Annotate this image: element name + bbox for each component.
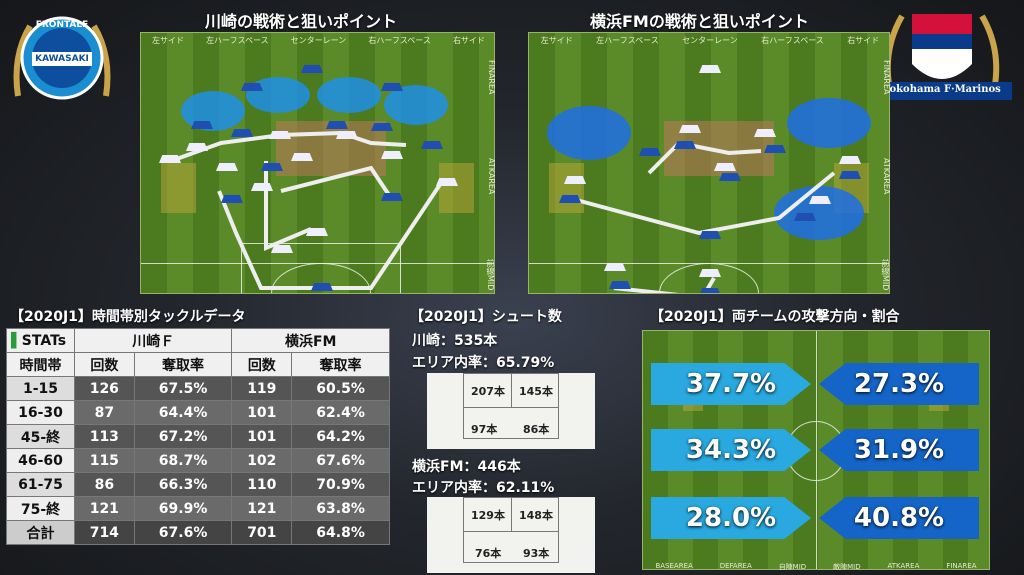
yokohama-attack-arrow-left-side: 27.3% (819, 363, 979, 405)
kawasaki-attack-arrow-right-side: 28.0% (651, 497, 811, 539)
stats-label: ▌STATs (6, 328, 75, 353)
col-count-header: 回数 (74, 352, 135, 377)
kawasaki-attack-arrow-left-side: 37.7% (651, 363, 811, 405)
yokohama-attack-arrow-right-side: 40.8% (819, 497, 979, 539)
team1-header: 川崎Ｆ (73, 328, 233, 353)
yokohama-shots-rate: エリア内率：62.11% (412, 480, 555, 496)
kawasaki-shot-map: 207本 145本 97本 86本 (427, 373, 595, 449)
yokohama-pitch-top-labels: 左サイド 左ハーフスペース センターレーン 右ハーフスペース 右サイド (540, 36, 880, 45)
kawasaki-shot-value: 86本 (523, 423, 550, 436)
table-row: 16-30 87 64.4% 101 62.4% (6, 400, 390, 425)
yokohama-attack-arrow-center: 31.9% (819, 429, 979, 471)
yokohama-logo: Yokohama F·Marinos (862, 4, 1022, 114)
kawasaki-attack-arrow-center: 34.3% (651, 429, 811, 471)
col-rate-header: 奪取率 (291, 352, 390, 377)
col-count-header: 回数 (231, 352, 293, 377)
yokohama-shot-value: 93本 (523, 547, 550, 560)
yokohama-shot-value: 129本 (471, 509, 505, 522)
yokohama-pitch-side-labels: FINAREA ATKAREA 前線MID (881, 60, 891, 290)
kawasaki-logo: FRONTALE KAWASAKI (8, 6, 116, 114)
kawasaki-logo-top-text: FRONTALE (35, 20, 89, 30)
tackle-title: 【2020J1】時間帯別タックルデータ (10, 309, 246, 325)
kawasaki-pitch-side-labels: FINAREA ATKAREA 前線MID (486, 60, 496, 290)
attack-title: 【2020J1】両チームの攻撃方向・割合 (650, 309, 900, 325)
kawasaki-shot-value: 207本 (471, 385, 505, 398)
yokohama-shot-value: 148本 (519, 509, 553, 522)
attack-pitch: 37.7% 27.3% 34.3% 31.9% 28.0% 40.8% (642, 330, 990, 570)
tackle-table: ▌STATs 川崎Ｆ 横浜FM 時間帯 回数 奪取率 回数 奪取率 1-15 12… (6, 328, 390, 545)
table-row-total: 合計 714 67.6% 701 64.8% (6, 520, 390, 545)
col-rate-header: 奪取率 (133, 352, 233, 377)
table-row: 46-60 115 68.7% 102 67.6% (6, 448, 390, 473)
yokohama-logo-text: Yokohama F·Marinos (883, 84, 1001, 95)
table-row: 1-15 126 67.5% 119 60.5% (6, 376, 390, 401)
table-row: 61-75 86 66.3% 110 70.9% (6, 472, 390, 497)
col-time-header: 時間帯 (6, 352, 75, 377)
table-row: 45-終 113 67.2% 101 64.2% (6, 424, 390, 449)
yokohama-tactics-overlay (547, 98, 871, 293)
kawasaki-tactics-title: 川崎の戦術と狙いポイント (205, 12, 398, 31)
kawasaki-shots-rate: エリア内率：65.79% (412, 355, 555, 371)
kawasaki-shot-value: 145本 (519, 385, 553, 398)
yokohama-tactics-title: 横浜FMの戦術と狙いポイント (590, 12, 809, 31)
kawasaki-shot-value: 97本 (471, 423, 498, 436)
team2-header: 横浜FM (231, 328, 390, 353)
kawasaki-pitch: 左サイド 左ハーフスペース センターレーン 右ハーフスペース 右サイド (140, 32, 495, 294)
kawasaki-shots-total: 川崎：535本 (412, 333, 498, 349)
kawasaki-logo-bottom-text: KAWASAKI (35, 54, 89, 64)
kawasaki-pitch-top-labels: 左サイド 左ハーフスペース センターレーン 右ハーフスペース 右サイド (152, 36, 485, 45)
attack-bottom-labels: BASEAREA DEFAREA 自陣MID 敵陣MID ATKAREA FINAREA (655, 562, 977, 571)
yokohama-shot-map: 129本 148本 76本 93本 (427, 497, 595, 573)
kawasaki-tactics-overlay (170, 77, 448, 290)
yokohama-shot-value: 76本 (475, 547, 502, 560)
yokohama-shots-total: 横浜FM：446本 (412, 459, 521, 475)
table-row: 75-終 121 69.9% 121 63.8% (6, 496, 390, 521)
shots-title: 【2020J1】シュート数 (410, 309, 562, 325)
yokohama-pitch: 左サイド 左ハーフスペース センターレーン 右ハーフスペース 右サイド (528, 32, 890, 294)
